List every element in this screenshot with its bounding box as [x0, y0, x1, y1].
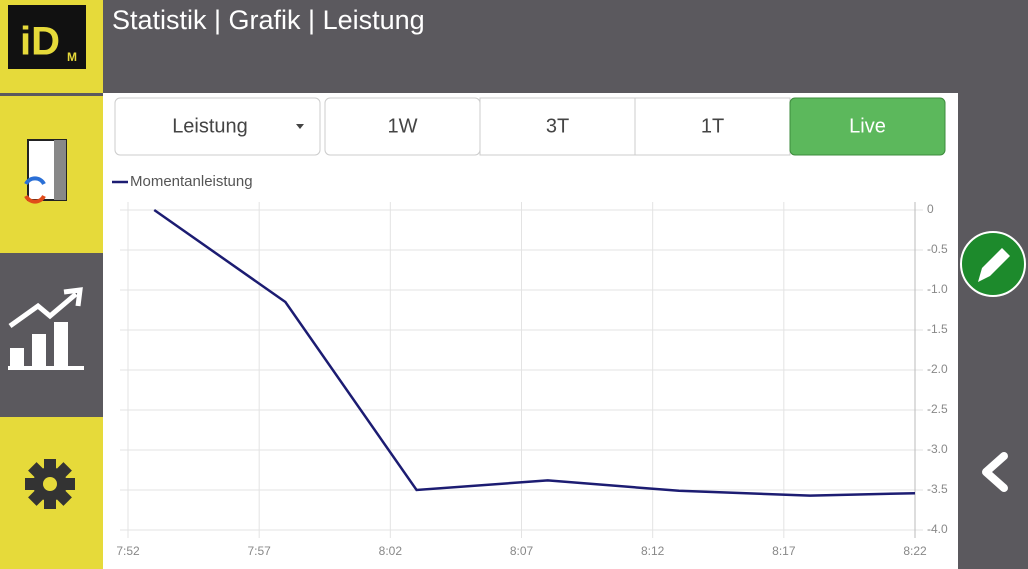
- back-button[interactable]: [982, 452, 1008, 492]
- x-tick-label: 7:52: [116, 544, 140, 558]
- y-tick-label: -0.5: [927, 242, 948, 256]
- x-tick-label: 8:02: [379, 544, 403, 558]
- door-icon: [54, 140, 66, 200]
- range-label: 3T: [546, 115, 569, 137]
- arrow-icon: [24, 176, 46, 186]
- y-tick-label: 0: [927, 202, 934, 216]
- legend-label: Momentanleistung: [130, 173, 253, 190]
- chart-icon: [8, 292, 78, 329]
- page-title: Statistik | Grafik | Leistung: [112, 5, 425, 35]
- content-panel: [103, 93, 958, 569]
- range-button[interactable]: [479, 97, 636, 156]
- logo-box: [8, 5, 86, 69]
- nav-statistics[interactable]: [0, 256, 103, 414]
- range-label: Live: [849, 115, 886, 137]
- chart-icon: [63, 287, 83, 307]
- y-tick-label: -2.0: [927, 362, 948, 376]
- y-tick-label: -1.5: [927, 322, 948, 336]
- chart-icon: [8, 322, 84, 370]
- gear-icon: [25, 459, 75, 509]
- y-tick-label: -3.0: [927, 442, 948, 456]
- x-tick-label: 8:17: [772, 544, 796, 558]
- y-tick-label: -1.0: [927, 282, 948, 296]
- arrow-icon: [24, 194, 46, 204]
- x-tick-label: 8:12: [641, 544, 665, 558]
- data-line: [153, 208, 916, 497]
- logo-sub: M: [67, 50, 77, 64]
- dropdown[interactable]: [114, 97, 321, 156]
- dropdown-label: Leistung: [172, 115, 248, 137]
- x-tick-label: 7:57: [247, 544, 271, 558]
- x-tick-label: 8:22: [903, 544, 927, 558]
- y-tick-label: -2.5: [927, 402, 948, 416]
- dropdown-caret: [296, 124, 304, 129]
- range-label: 1T: [701, 115, 724, 137]
- pencil-icon: [978, 248, 1010, 282]
- y-tick-label: -3.5: [927, 482, 948, 496]
- range-label: 1W: [388, 115, 418, 137]
- logo-text: iD: [20, 20, 60, 64]
- x-tick-label: 8:07: [510, 544, 534, 558]
- y-tick-label: -4.0: [927, 522, 948, 536]
- range-button[interactable]: [789, 97, 946, 156]
- range-button[interactable]: [634, 97, 791, 156]
